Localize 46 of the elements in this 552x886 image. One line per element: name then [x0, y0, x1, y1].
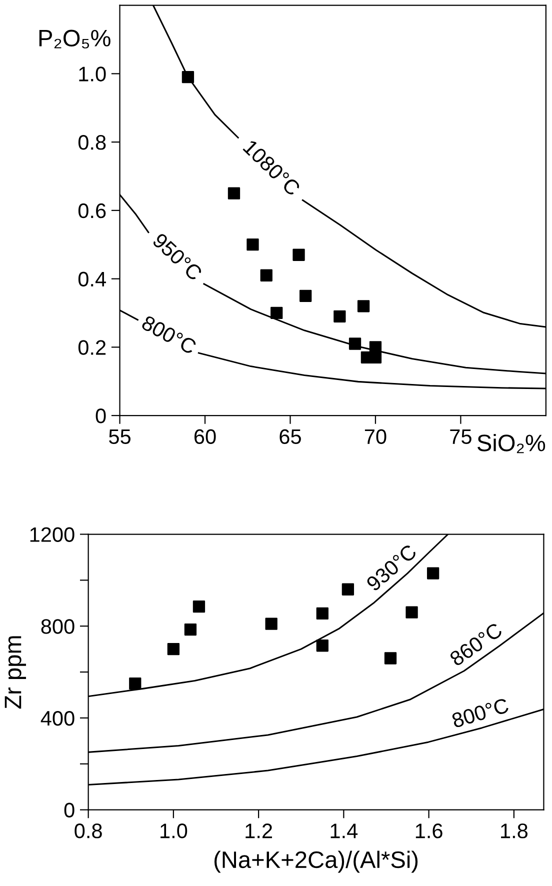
y-axis-title: P₂O₅%: [39, 30, 110, 48]
point: [292, 248, 305, 261]
y-tick-label: 0.4: [78, 272, 106, 287]
y-tick-label: 0.6: [78, 203, 106, 218]
x-tick-label: 60: [194, 429, 216, 444]
point: [357, 300, 370, 312]
point: [342, 583, 354, 596]
y-tick-label: 400: [40, 710, 74, 726]
point: [228, 187, 240, 200]
y-tick-label: 1.0: [79, 66, 106, 82]
point: [426, 567, 440, 580]
point: [246, 238, 259, 251]
point: [316, 640, 328, 652]
point: [384, 652, 397, 664]
y-tick-label: 1200: [30, 527, 74, 542]
point: [316, 607, 328, 620]
x-tick-label: 65: [280, 429, 301, 444]
y-tick-label: 0.2: [78, 340, 106, 355]
x-tick-label: 1.0: [160, 824, 188, 838]
point: [182, 71, 194, 84]
y-tick-label: 800: [41, 619, 74, 634]
x-tick-label: 1.8: [501, 824, 528, 838]
x-axis-title: (Na+K+2Ca)/(Al*Si): [214, 850, 418, 873]
point: [334, 310, 346, 322]
x-tick-label: 1.6: [416, 824, 442, 838]
point: [265, 618, 278, 630]
x-tick-label: 1.2: [246, 824, 272, 838]
x-tick-label: 1.4: [330, 824, 358, 838]
point: [348, 338, 362, 350]
point: [184, 623, 197, 636]
y-tick-label: 0.8: [78, 135, 106, 150]
x-tick-label: 70: [364, 429, 386, 444]
x-tick-label: 55: [109, 429, 130, 444]
point: [192, 600, 206, 613]
x-axis-title: SiO₂%: [477, 434, 546, 454]
text: 800°C: [451, 698, 510, 728]
point: [167, 642, 180, 656]
y-axis-title: Zr ppm: [4, 636, 26, 709]
y-tick-label: 0: [96, 408, 106, 424]
y-tick-label: 0: [64, 802, 74, 818]
point: [300, 290, 312, 302]
point: [406, 606, 418, 618]
point: [260, 269, 272, 282]
x-tick-label: 75: [450, 429, 472, 444]
point: [270, 306, 283, 320]
point: [129, 677, 142, 690]
